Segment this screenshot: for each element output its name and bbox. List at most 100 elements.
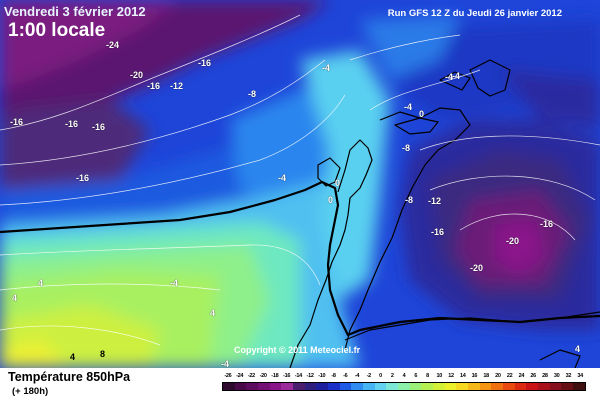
legend-tick-label: 24 bbox=[518, 373, 525, 379]
legend-tick-label: -20 bbox=[259, 373, 267, 379]
legend-footer: Température 850hPa (+ 180h) -26 -24 -22 -20… bbox=[0, 368, 600, 400]
isotherm-label: -8 bbox=[405, 195, 414, 205]
isotherm-label: 4 bbox=[210, 308, 216, 318]
model-run-info: Run GFS 12 Z du Jeudi 26 janvier 2012 bbox=[387, 8, 562, 19]
legend-tick-label: -16 bbox=[283, 373, 291, 379]
isotherm-label: -16 bbox=[431, 227, 445, 237]
legend-swatch bbox=[316, 383, 329, 390]
legend-tick-label: -10 bbox=[318, 373, 326, 379]
isotherm-label: -20 bbox=[506, 236, 520, 246]
legend-tick-label: 4 bbox=[402, 373, 406, 379]
isotherm-label: -4 bbox=[221, 359, 230, 369]
legend-swatch bbox=[258, 383, 270, 390]
legend-swatch bbox=[386, 383, 399, 390]
legend-tick-label: -8 bbox=[331, 373, 336, 379]
legend-swatch bbox=[491, 383, 504, 390]
legend-swatch bbox=[538, 383, 550, 390]
isotherm-label: -16 bbox=[10, 117, 24, 127]
legend-tick-label: 28 bbox=[542, 373, 548, 379]
legend-swatch bbox=[293, 383, 305, 390]
forecast-time: 1:00 locale bbox=[8, 20, 106, 41]
legend-tick-label: 6 bbox=[414, 373, 418, 379]
legend-tick-label: -22 bbox=[247, 373, 255, 379]
isotherm-label: -16 bbox=[540, 219, 554, 229]
legend-tick-label: -6 bbox=[343, 373, 348, 379]
legend-tick-label: 14 bbox=[459, 373, 466, 379]
legend-tick-label: 18 bbox=[483, 373, 489, 379]
isotherm-label: 4 bbox=[12, 293, 18, 303]
legend-swatch bbox=[363, 383, 375, 390]
legend-tick-label: 26 bbox=[530, 373, 536, 379]
isotherm-label: 0 bbox=[328, 195, 334, 205]
isotherm-label: 4 bbox=[38, 278, 44, 288]
legend-swatch bbox=[503, 383, 515, 390]
legend-tick-label: 16 bbox=[471, 373, 478, 379]
legend-swatch bbox=[468, 383, 480, 390]
legend-swatch bbox=[479, 383, 492, 390]
legend-swatch bbox=[573, 383, 585, 390]
legend-tick-label: -4 bbox=[354, 373, 360, 379]
legend-swatch bbox=[246, 383, 259, 390]
legend-tick-label: -24 bbox=[236, 373, 244, 379]
legend-swatch bbox=[421, 383, 434, 390]
legend-swatch bbox=[374, 383, 387, 390]
variable-title: Température 850hPa bbox=[8, 370, 131, 384]
isotherm-label: -8 bbox=[402, 143, 411, 153]
legend-tick-label: 22 bbox=[506, 373, 513, 379]
legend-tick-label: 30 bbox=[553, 373, 560, 379]
isotherm-label: -4 bbox=[322, 63, 331, 73]
legend-tick-label: 8 bbox=[426, 373, 429, 379]
legend-swatch bbox=[398, 383, 410, 390]
isotherm-label: -4 bbox=[452, 71, 461, 81]
legend-tick-label: 20 bbox=[495, 373, 501, 379]
legend-swatch bbox=[433, 383, 445, 390]
legend-swatch bbox=[234, 383, 247, 390]
isotherm-label: -12 bbox=[170, 81, 184, 91]
isotherm-label: 4 bbox=[70, 352, 76, 362]
legend-tick-label: -12 bbox=[306, 373, 314, 379]
isotherm-label: 0 bbox=[419, 109, 425, 119]
legend-tick-label: 10 bbox=[436, 373, 442, 379]
isotherm-label: -4 bbox=[278, 173, 287, 183]
isotherm-label: -12 bbox=[428, 196, 442, 206]
legend-swatch bbox=[456, 383, 469, 390]
isotherm-label: -8 bbox=[248, 89, 257, 99]
legend-tick-label: 12 bbox=[448, 373, 454, 379]
isotherm-label: -16 bbox=[147, 81, 161, 91]
legend-swatch bbox=[561, 383, 574, 390]
legend-swatch bbox=[409, 383, 422, 390]
isotherm-label: -16 bbox=[76, 173, 90, 183]
legend-swatch bbox=[328, 383, 340, 390]
isotherm-label: -4 bbox=[445, 72, 454, 82]
isotherm-label: -20 bbox=[470, 263, 484, 273]
legend-swatch bbox=[514, 383, 527, 390]
legend-tick-label: -14 bbox=[294, 373, 302, 379]
legend-tick-label: 32 bbox=[565, 373, 572, 379]
legend-tick-label: -18 bbox=[271, 373, 279, 379]
isotherm-label: 8 bbox=[100, 349, 106, 359]
legend-swatch bbox=[549, 383, 562, 390]
isotherm-label: -20 bbox=[130, 70, 144, 80]
isotherm-label: -4 bbox=[170, 278, 179, 288]
legend-swatch bbox=[339, 383, 352, 390]
forecast-date: Vendredi 3 février 2012 bbox=[4, 4, 146, 19]
temperature-map bbox=[0, 0, 600, 368]
isotherm-label: -16 bbox=[65, 119, 79, 129]
color-scale-bar bbox=[222, 382, 586, 391]
legend-tick-label: 0 bbox=[379, 373, 382, 379]
isotherm-label: 4 bbox=[575, 344, 581, 354]
isotherm-label: 0 bbox=[335, 178, 341, 188]
legend-swatch bbox=[304, 383, 317, 390]
legend-tick-labels: -26 -24 -22 -20 -18 -16 -14 -12 -10 -8 -6 -4 -2 0 2 4 6 8… bbox=[222, 373, 586, 382]
legend-swatch bbox=[281, 383, 294, 390]
isotherm-label: -16 bbox=[198, 58, 212, 68]
legend-swatch bbox=[444, 383, 457, 390]
isotherm-label: -4 bbox=[404, 102, 413, 112]
legend-tick-label: 34 bbox=[577, 373, 583, 379]
legend-swatch bbox=[526, 383, 539, 390]
legend-swatch bbox=[269, 383, 282, 390]
legend-tick-label: -26 bbox=[224, 373, 232, 379]
legend-swatch bbox=[223, 383, 235, 390]
copyright-notice: Copyright © 2011 Meteociel.fr bbox=[234, 345, 361, 355]
